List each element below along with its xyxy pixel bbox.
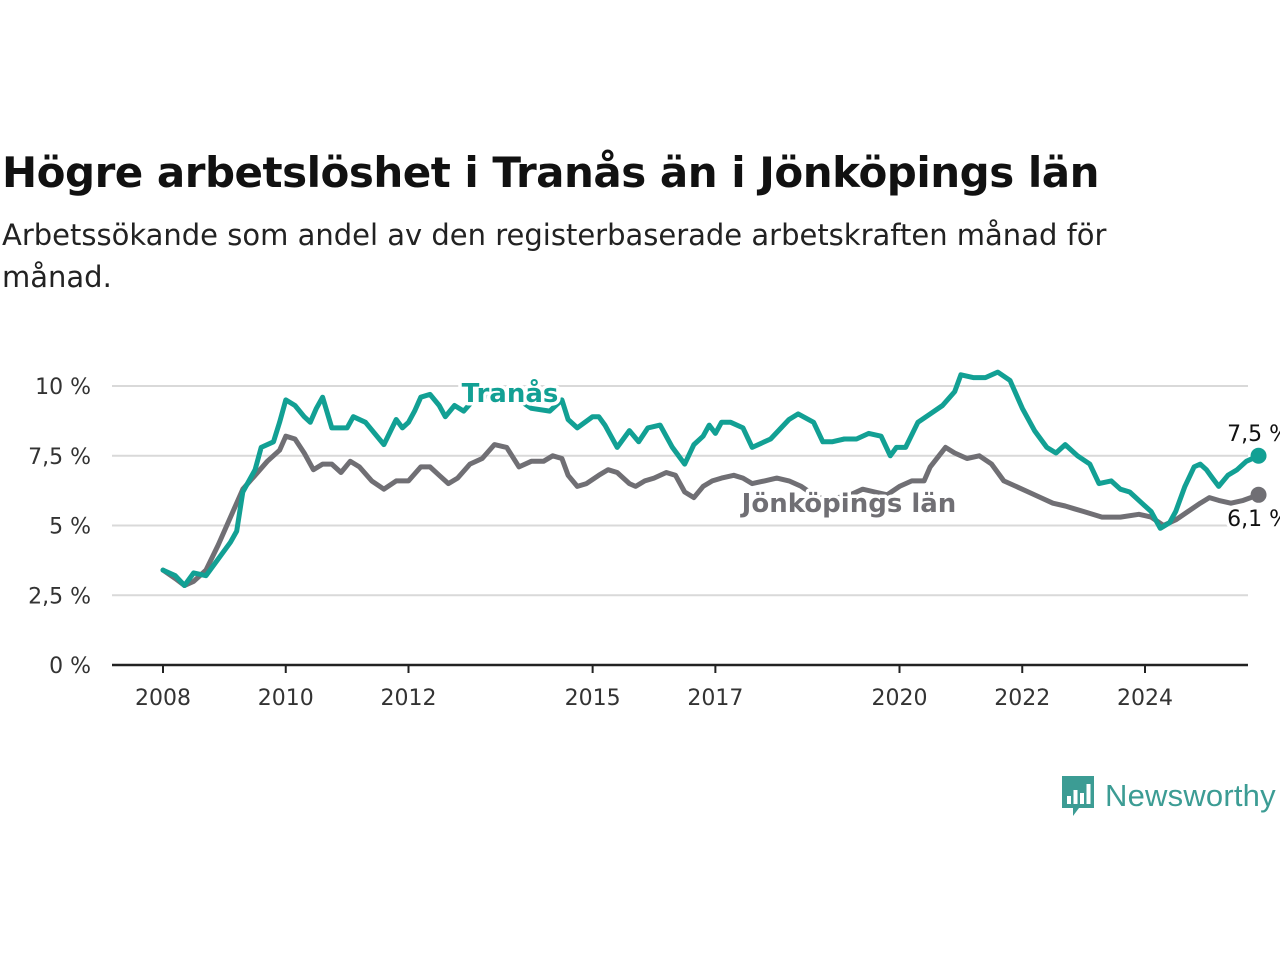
end-point-tranas [1250, 447, 1267, 464]
series-lines [160, 369, 1267, 588]
y-axis-tick-labels: 0 % 2,5 % 5 % 7,5 % 10 % [28, 375, 91, 679]
x-tick-label: 2024 [1117, 686, 1173, 711]
x-axis-ticks: 2008 2010 2012 2015 2017 2020 2022 2024 [135, 665, 1173, 711]
chart-title: Högre arbetslöshet i Tranås än i Jönköpi… [2, 148, 1100, 197]
series-line-tranas [160, 369, 1261, 588]
series-label-tranas: Tranås [462, 377, 559, 409]
end-label-jonkopings-lan-halo: 6,1 % [1227, 507, 1280, 532]
series-label-jonkopings-lan: Jönköpings län [740, 489, 957, 519]
x-tick-label: 2008 [135, 686, 191, 711]
newsworthy-logo-icon [1062, 776, 1094, 816]
end-point-jonkopings-lan [1250, 486, 1267, 503]
y-tick-label: 0 % [49, 654, 91, 679]
chart-subtitle: Arbetssökande som andel av den registerb… [2, 218, 1107, 294]
y-tick-label: 2,5 % [28, 584, 91, 609]
series-label-tranas-halo: Tranås [462, 377, 559, 409]
newsworthy-brand[interactable]: Newsworthy [1059, 773, 1276, 819]
x-tick-label: 2020 [872, 686, 928, 711]
end-label-jonkopings-lan: 6,1 % [1227, 507, 1280, 532]
end-label-tranas: 7,5 % [1227, 422, 1280, 447]
series-label-jonkopings-lan-halo: Jönköpings län [740, 489, 957, 519]
x-tick-label: 2015 [565, 686, 621, 711]
series-line-jonkopings-lan [160, 433, 1261, 588]
x-tick-label: 2010 [258, 686, 314, 711]
end-label-tranas-halo: 7,5 % [1227, 422, 1280, 447]
x-tick-label: 2022 [994, 686, 1050, 711]
y-tick-label: 10 % [35, 375, 91, 400]
y-tick-label: 7,5 % [28, 445, 91, 470]
x-tick-label: 2017 [687, 686, 743, 711]
brand-name: Newsworthy [1105, 778, 1276, 813]
y-tick-label: 5 % [49, 515, 91, 540]
x-tick-label: 2012 [381, 686, 437, 711]
